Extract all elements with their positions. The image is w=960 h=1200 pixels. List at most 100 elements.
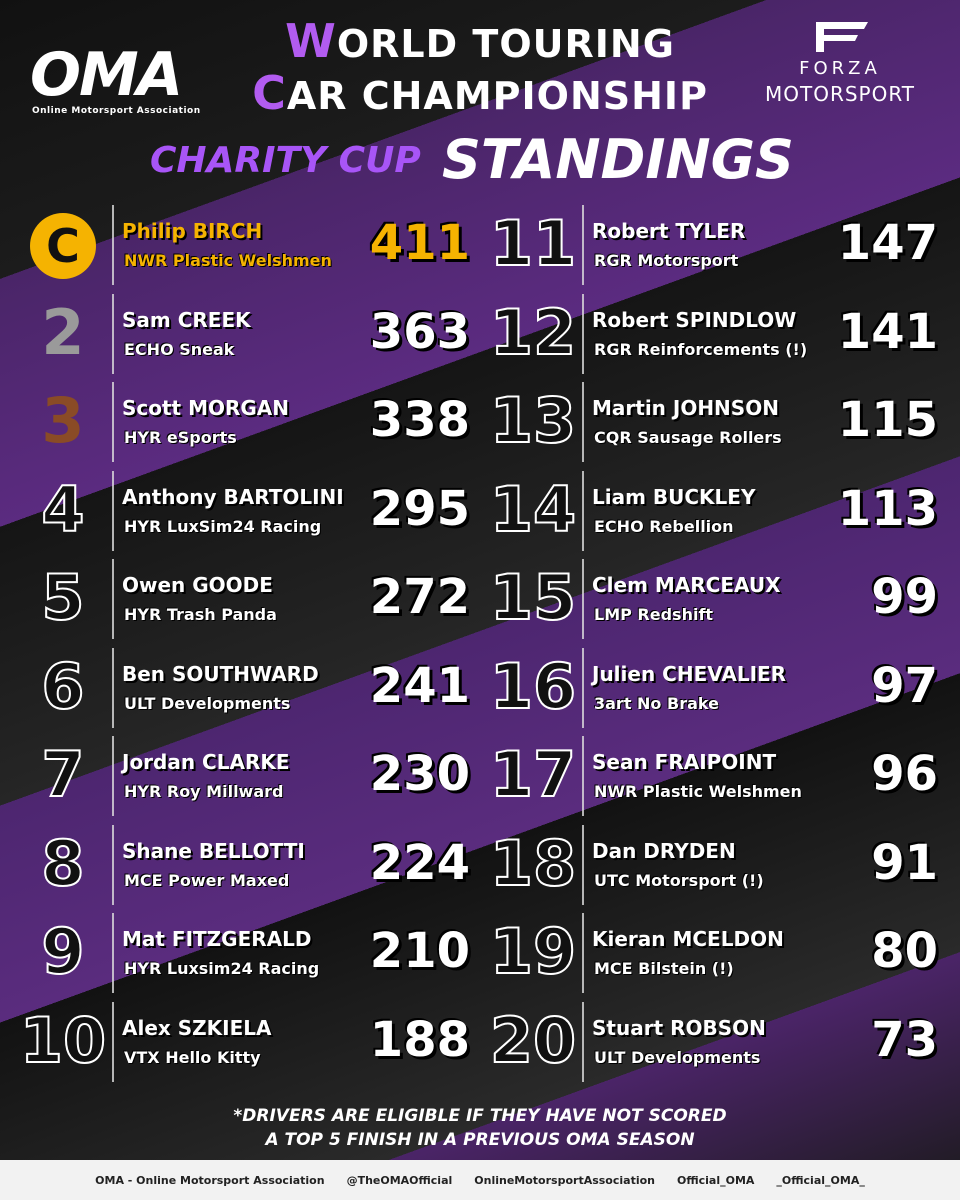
divider (582, 647, 584, 728)
points: 147 (837, 215, 938, 271)
position: C (30, 213, 96, 279)
driver-name: Stuart ROBSON (592, 1015, 766, 1040)
divider (582, 824, 584, 905)
title: CAR CHAMPIONSHIP (252, 66, 708, 120)
points: 295 (369, 480, 470, 537)
points: 141 (837, 303, 938, 360)
position: 5 (40, 560, 85, 635)
driver-name: Robert SPINDLOW (592, 307, 797, 332)
position: 17 (489, 737, 577, 812)
team-name: UTC Motorsport (!) (594, 870, 764, 890)
social-handle: @TheOMAOfficial (346, 1173, 453, 1187)
points: 338 (369, 392, 470, 448)
oma-logo: OMA (30, 40, 183, 110)
cup-title: CHARITY CUP (150, 140, 421, 181)
team-name: ULT Developments (594, 1047, 761, 1067)
driver-name: Kieran MCELDON (592, 927, 784, 951)
driver-name: Alex SZKIELA (122, 1015, 272, 1040)
divider (112, 824, 114, 905)
position: 13 (489, 383, 577, 458)
team-name: HYR Trash Panda (124, 605, 277, 624)
driver-name: Liam BUCKLEY (592, 484, 756, 509)
team-name: VTX Hello Kitty (124, 1047, 261, 1067)
social-handle: OMA - Online Motorsport Association (95, 1173, 325, 1187)
divider (582, 293, 584, 374)
team-name: MCE Power Maxed (124, 870, 290, 890)
social-bar: OMA - Online Motorsport Association @TheO… (0, 1160, 960, 1200)
points: 73 (871, 1011, 938, 1068)
team-name: RGR Motorsport (594, 251, 739, 270)
social-handle: _Official_OMA_ (776, 1173, 865, 1187)
forza-logo: MOTORSPORT (764, 82, 915, 106)
driver-name: Julien CHEVALIER (592, 661, 787, 686)
position: 14 (489, 472, 577, 547)
position: 20 (489, 1003, 577, 1078)
points: 210 (369, 923, 470, 979)
position: 6 (40, 649, 85, 724)
points: 411 (369, 215, 470, 271)
divider (582, 913, 584, 993)
team-name: ULT Developments (124, 693, 291, 713)
divider (582, 559, 584, 639)
team-name: LMP Redshift (594, 605, 714, 624)
divider (112, 205, 114, 285)
driver-name: Sean FRAIPOINT (592, 750, 777, 774)
divider (582, 1001, 584, 1082)
driver-name: Ben SOUTHWARD (122, 661, 319, 686)
driver-name: Anthony BARTOLINI (122, 484, 344, 509)
points: 363 (369, 303, 470, 360)
divider (112, 470, 114, 551)
driver-name: Philip BIRCH (122, 219, 263, 243)
driver-name: Sam CREEK (122, 307, 251, 332)
title: WORLD TOURING (285, 14, 675, 68)
position: 12 (489, 295, 577, 370)
team-name: 3art No Brake (594, 693, 719, 713)
driver-name: Dan DRYDEN (592, 838, 736, 863)
team-name: ECHO Sneak (124, 339, 235, 359)
divider (112, 736, 114, 816)
oma-subtitle: Online Motorsport Association (32, 106, 201, 116)
driver-name: Mat FITZGERALD (122, 927, 312, 951)
standings-title: STANDINGS (442, 128, 794, 191)
points: 272 (369, 569, 470, 625)
footnote: *DRIVERS ARE ELIGIBLE IF THEY HAVE NOT S… (233, 1106, 727, 1126)
position: 8 (40, 826, 85, 901)
forza-logo: FORZA (799, 58, 881, 79)
divider (112, 647, 114, 728)
position: 10 (19, 1003, 107, 1078)
points: 96 (871, 746, 938, 802)
divider (112, 1001, 114, 1082)
driver-name: Jordan CLARKE (122, 750, 290, 774)
team-name: NWR Plastic Welshmen (124, 251, 332, 270)
points: 224 (369, 834, 470, 891)
team-name: MCE Bilstein (!) (594, 959, 734, 978)
team-name: ECHO Rebellion (594, 516, 734, 536)
driver-name: Scott MORGAN (122, 396, 290, 420)
divider (112, 382, 114, 462)
divider (582, 205, 584, 285)
driver-name: Shane BELLOTTI (122, 838, 305, 863)
position: 9 (40, 914, 85, 989)
driver-name: Robert TYLER (592, 219, 746, 243)
points: 115 (837, 392, 938, 448)
social-handle: OnlineMotorsportAssociation (474, 1173, 655, 1187)
divider (582, 382, 584, 462)
divider (112, 293, 114, 374)
team-name: CQR Sausage Rollers (594, 428, 782, 447)
forza-icon (816, 22, 868, 52)
position: 7 (40, 737, 85, 812)
social-handle: Official_OMA (677, 1173, 755, 1187)
driver-name: Clem MARCEAUX (592, 573, 781, 597)
footnote: A TOP 5 FINISH IN A PREVIOUS OMA SEASON (265, 1130, 695, 1150)
position: 4 (40, 472, 85, 547)
driver-name: Martin JOHNSON (592, 396, 779, 420)
position: 16 (489, 649, 577, 724)
team-name: NWR Plastic Welshmen (594, 782, 802, 801)
divider (582, 736, 584, 816)
divider (112, 913, 114, 993)
team-name: HYR Roy Millward (124, 782, 284, 801)
points: 241 (369, 657, 470, 714)
points: 91 (871, 834, 938, 891)
position: 3 (41, 384, 85, 457)
